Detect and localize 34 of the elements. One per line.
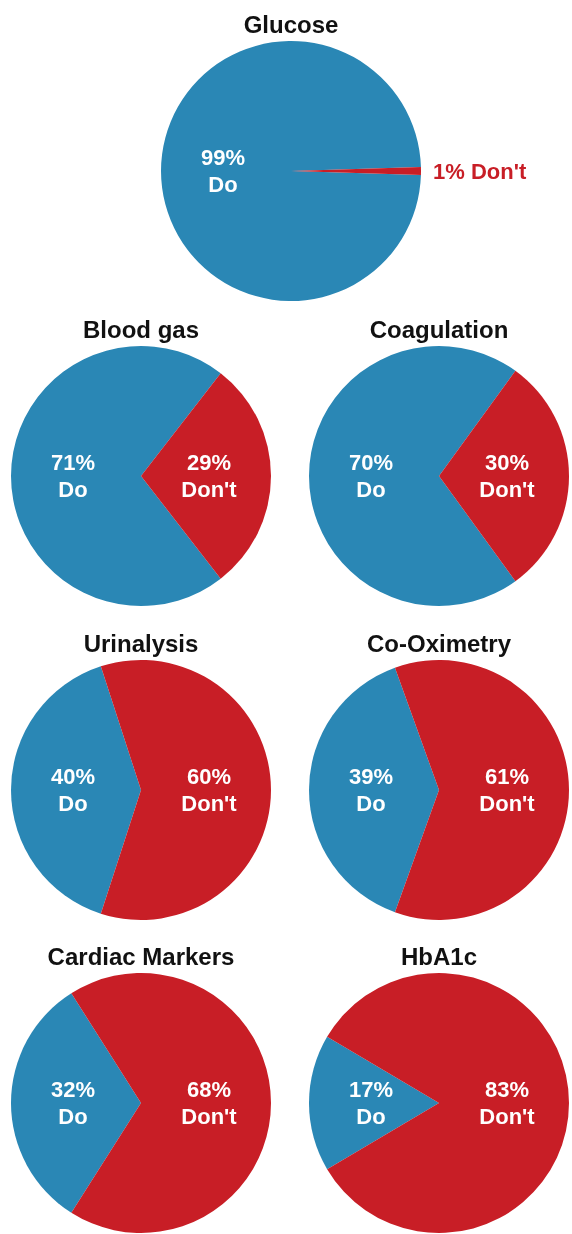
- slice-label: Do: [208, 172, 238, 197]
- slice-label: Don't: [479, 791, 536, 816]
- chart-title: Cardiac Markers: [47, 942, 235, 970]
- data-label: 99%: [200, 145, 246, 170]
- data-label: 60%: [186, 764, 232, 789]
- data-label: 71%: [50, 450, 96, 475]
- chart-title: Coagulation: [369, 315, 509, 343]
- data-label: 83%: [484, 1077, 530, 1102]
- chart-title: Co-Oximetry: [366, 629, 512, 657]
- chart-title: HbA1c: [400, 942, 478, 970]
- chart-title: Blood gas: [82, 315, 200, 343]
- slice-label: Do: [58, 1104, 88, 1129]
- data-label: 32%: [50, 1077, 96, 1102]
- slice-label: Do: [58, 477, 88, 502]
- slice-label: 1% Don't: [433, 158, 527, 184]
- slice-label: Don't: [181, 1104, 238, 1129]
- data-label: 40%: [50, 764, 96, 789]
- data-label: 61%: [484, 764, 530, 789]
- chart-title: Glucose: [243, 10, 339, 38]
- chart-title: Urinalysis: [83, 629, 199, 657]
- data-label: 68%: [186, 1077, 232, 1102]
- slice-label: Don't: [479, 477, 536, 502]
- slice-label: Do: [58, 791, 88, 816]
- slice-label: Do: [356, 791, 386, 816]
- data-label: 29%: [186, 450, 232, 475]
- slice-label: Don't: [181, 791, 238, 816]
- data-label: 30%: [484, 450, 530, 475]
- slice-label: Do: [356, 477, 386, 502]
- data-label: 70%: [348, 450, 394, 475]
- slice-label: Don't: [181, 477, 238, 502]
- slice-label: Do: [356, 1104, 386, 1129]
- slice-label: Don't: [479, 1104, 536, 1129]
- data-label: 39%: [348, 764, 394, 789]
- data-label: 17%: [348, 1077, 394, 1102]
